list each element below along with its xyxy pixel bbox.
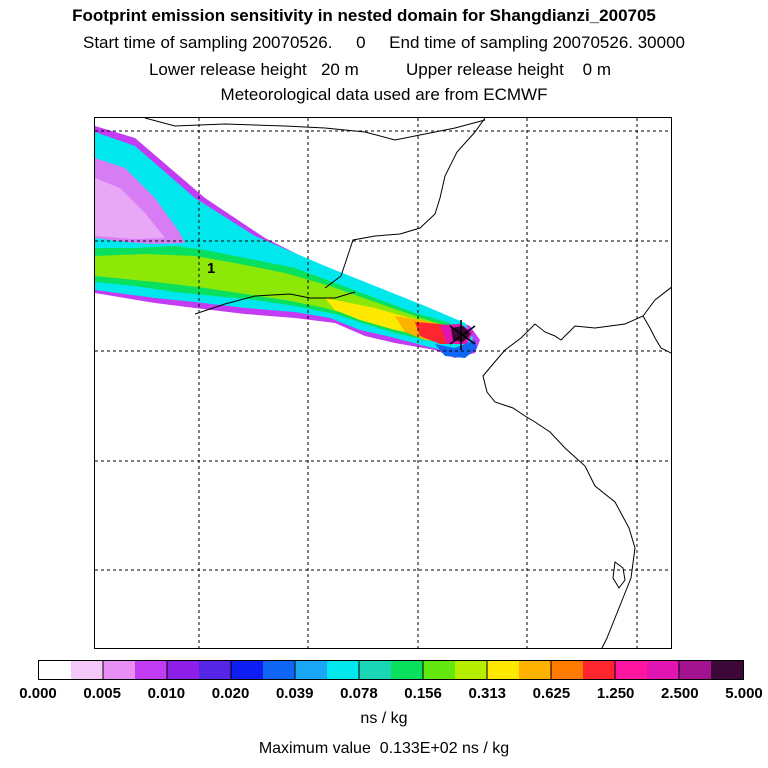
colorbar-swatch	[487, 661, 520, 679]
colorbar-tick-label: 0.625	[532, 685, 571, 702]
colorbar-swatch	[295, 661, 328, 679]
sampling-time-line: Start time of sampling 20070526. 0 End t…	[83, 33, 685, 52]
colorbar-tick-label: 0.039	[275, 685, 314, 702]
colorbar-swatch	[39, 661, 72, 679]
colorbar	[38, 660, 744, 680]
colorbar-swatches	[39, 661, 743, 679]
lat-lon-grid	[95, 118, 671, 648]
island	[612, 561, 626, 589]
colorbar-swatch	[359, 661, 392, 679]
meteorological-data-line: Meteorological data used are from ECMWF	[220, 85, 548, 104]
colorbar-swatch	[263, 661, 296, 679]
colorbar-tick-label: 1.250	[596, 685, 635, 702]
colorbar-swatch	[103, 661, 136, 679]
colorbar-tick-label: 0.156	[404, 685, 442, 702]
colorbar-swatch	[711, 661, 743, 679]
plume-cyan	[95, 132, 473, 352]
colorbar-unit: ns / kg	[360, 710, 408, 727]
colorbar-swatch	[167, 661, 200, 679]
map-canvas: 1	[95, 118, 671, 648]
inner-border	[194, 291, 356, 315]
colorbar-swatch	[135, 661, 168, 679]
colorbar-swatch	[231, 661, 264, 679]
colorbar-tick-label: 0.005	[83, 685, 121, 702]
colorbar-swatch	[647, 661, 680, 679]
plot-title: Footprint emission sensitivity in nested…	[72, 6, 656, 25]
colorbar-swatch	[519, 661, 552, 679]
colorbar-swatch	[583, 661, 616, 679]
top-border	[144, 118, 486, 141]
northeast-border	[324, 118, 486, 289]
colorbar-tick-label: 5.000	[725, 685, 763, 702]
colorbar-tick-label: 0.000	[19, 685, 57, 702]
colorbar-tick-label: 0.010	[147, 685, 186, 702]
colorbar-swatch	[455, 661, 488, 679]
east-coast	[642, 315, 671, 354]
colorbar-tick-label: 0.020	[211, 685, 250, 702]
plume-left-lobe-light	[95, 178, 165, 239]
colorbar-swatch	[327, 661, 360, 679]
map-panel: 1	[94, 117, 672, 649]
colorbar-swatch	[199, 661, 232, 679]
colorbar-tick-label: 2.500	[661, 685, 699, 702]
station-marker-label: 1	[207, 260, 215, 277]
release-height-line: Lower release height 20 m Upper release …	[148, 60, 612, 79]
plume-blue-edge	[435, 340, 477, 358]
coastline-and-borders	[144, 118, 671, 648]
maximum-value-label: Maximum value 0.133E+02 ns / kg	[258, 740, 510, 757]
colorbar-swatch	[679, 661, 712, 679]
colorbar-swatch	[551, 661, 584, 679]
release-location-marker	[449, 320, 476, 350]
colorbar-swatch	[615, 661, 648, 679]
emission-sensitivity-plume	[95, 126, 480, 358]
colorbar-swatch	[423, 661, 456, 679]
colorbar-tick-label: 0.078	[340, 685, 378, 702]
colorbar-tick-label: 0.313	[468, 685, 507, 702]
peninsula-coast	[482, 286, 671, 648]
colorbar-swatch	[391, 661, 424, 679]
colorbar-swatch	[71, 661, 104, 679]
